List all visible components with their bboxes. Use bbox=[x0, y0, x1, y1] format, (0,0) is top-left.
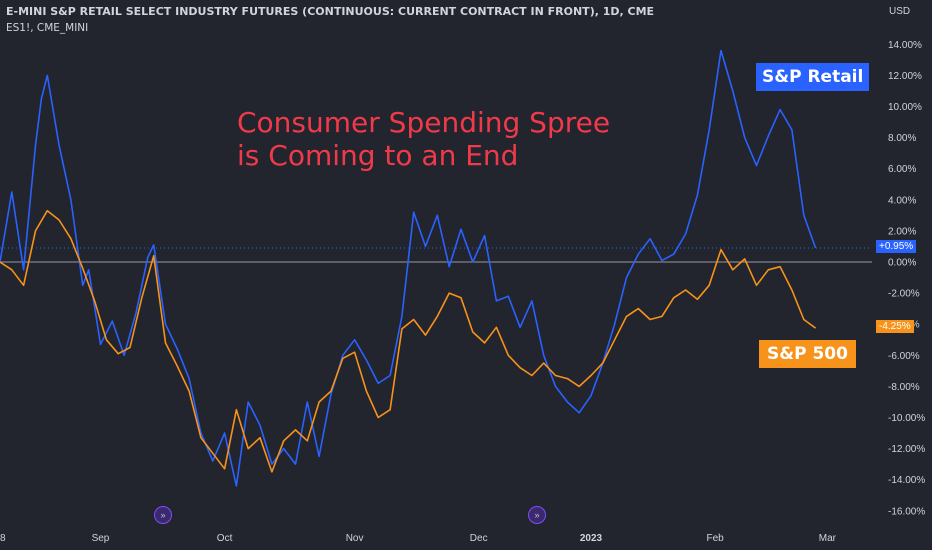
x-tick-label: Mar bbox=[819, 533, 837, 544]
symbol-label: ES1!, CME_MINI bbox=[6, 22, 89, 34]
y-tick-label: 10.00% bbox=[888, 102, 922, 113]
y-tick-label: 4.00% bbox=[888, 195, 916, 206]
headline-line-1: Consumer Spending Spree bbox=[237, 106, 611, 139]
y-tick-label: 6.00% bbox=[888, 164, 916, 175]
y-tick-label: 12.00% bbox=[888, 71, 922, 82]
y-tick-label: 14.00% bbox=[888, 40, 922, 51]
y-tick-label: -16.00% bbox=[888, 506, 925, 517]
y-tick-label: -8.00% bbox=[888, 382, 920, 393]
x-tick-label: 8 bbox=[0, 533, 6, 544]
legend-sp-retail: S&P Retail bbox=[756, 63, 870, 91]
currency-label: USD bbox=[889, 6, 911, 17]
headline-line-2: is Coming to an End bbox=[237, 139, 519, 172]
y-tick-label: -14.00% bbox=[888, 475, 925, 486]
headline-annotation: Consumer Spending Spree is Coming to an … bbox=[237, 106, 610, 172]
y-tick-label: 2.00% bbox=[888, 226, 916, 237]
sp500-last-value-tag: -4.25% bbox=[876, 320, 914, 333]
x-tick-label: Feb bbox=[706, 533, 724, 544]
y-tick-label: -6.00% bbox=[888, 351, 920, 362]
series-line-sp-retail bbox=[0, 49, 817, 487]
series-line-sp-500 bbox=[0, 209, 817, 473]
y-tick-label: -2.00% bbox=[888, 289, 920, 300]
legend-sp-500: S&P 500 bbox=[759, 340, 856, 368]
x-tick-label: 2023 bbox=[580, 533, 603, 544]
y-tick-label: -12.00% bbox=[888, 444, 925, 455]
x-tick-label: Nov bbox=[346, 533, 364, 544]
y-tick-label: 0.00% bbox=[888, 258, 916, 269]
y-tick-label: -10.00% bbox=[888, 413, 925, 424]
retail-last-value-tag: +0.95% bbox=[876, 240, 917, 253]
x-tick-label: Oct bbox=[217, 533, 233, 544]
events-icon[interactable]: » bbox=[154, 506, 172, 524]
x-tick-label: Sep bbox=[92, 533, 110, 544]
x-tick-label: Dec bbox=[470, 533, 488, 544]
y-tick-label: 8.00% bbox=[888, 133, 916, 144]
events-icon[interactable]: » bbox=[528, 506, 546, 524]
chart-title: E-MINI S&P RETAIL SELECT INDUSTRY FUTURE… bbox=[6, 5, 655, 18]
